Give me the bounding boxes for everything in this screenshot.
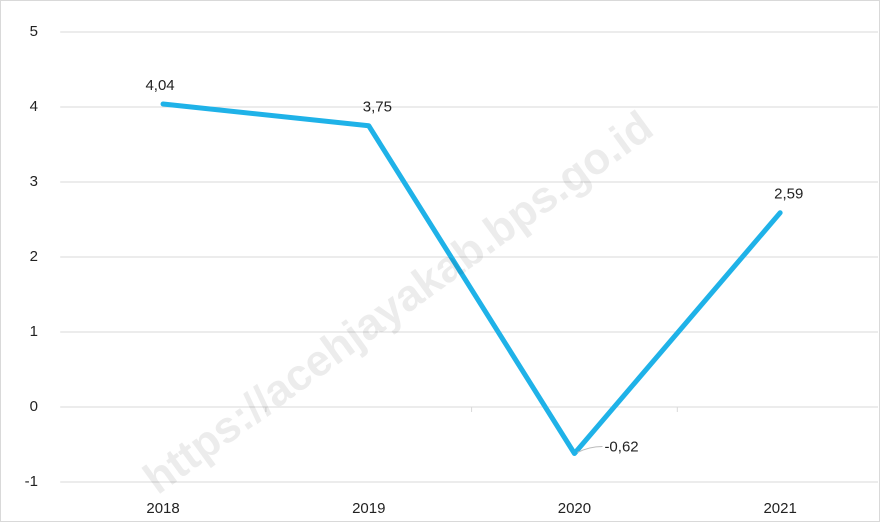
data-label: 2,59	[774, 186, 803, 203]
data-label: 4,04	[145, 77, 174, 94]
y-tick-label: 2	[30, 248, 38, 265]
y-tick-label: 0	[30, 398, 38, 415]
y-tick-label: 4	[30, 98, 38, 115]
y-tick-label: 1	[30, 323, 38, 340]
data-label: -0,62	[604, 438, 638, 455]
line	[160, 101, 783, 456]
y-tick-label: -1	[25, 473, 38, 490]
x-tick-label: 2018	[146, 500, 179, 517]
leader-line	[577, 446, 603, 453]
x-tick-label: 2020	[558, 500, 591, 517]
x-tick-label: 2021	[763, 500, 796, 517]
y-tick-label: 5	[30, 23, 38, 40]
y-tick-label: 3	[30, 173, 38, 190]
x-tick-label: 2019	[352, 500, 385, 517]
data-label: 3,75	[363, 99, 392, 116]
